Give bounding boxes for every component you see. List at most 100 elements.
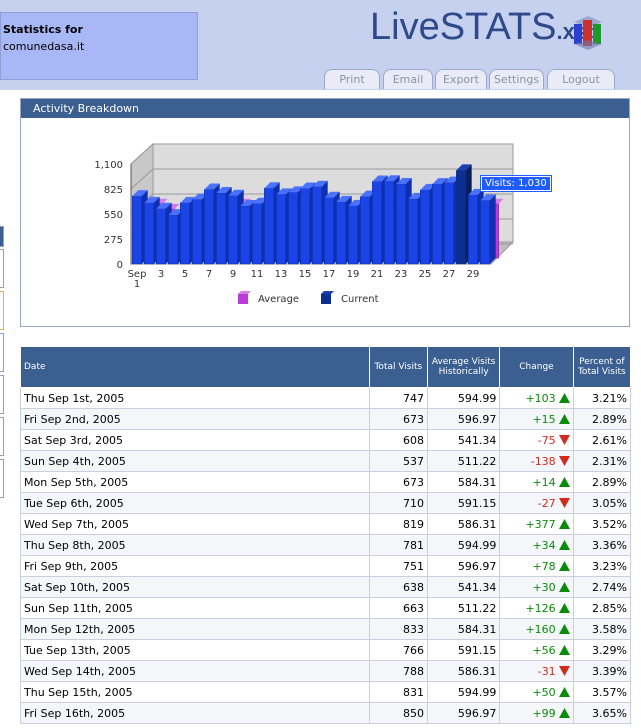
cell-change: +14 [499, 471, 574, 493]
cell-percent-text: 3.23% [592, 559, 627, 573]
current-bar [300, 188, 310, 265]
current-bar [144, 202, 154, 265]
current-bar-top [336, 195, 352, 202]
table-row[interactable]: Fri Sep 16th, 2005 850 596.97 +99 3.65% [20, 702, 632, 724]
cell-total: 831 [368, 681, 428, 703]
cell-average: 584.31 [426, 471, 501, 493]
col-header-date[interactable]: Date [20, 346, 370, 388]
cell-average-text: 594.99 [457, 538, 497, 552]
current-bar-top [420, 183, 436, 190]
table-row[interactable]: Wed Sep 7th, 2005 819 586.31 +377 3.52% [20, 513, 632, 535]
x-tick-label: 19 [347, 269, 360, 280]
cell-change-text: +50 [532, 685, 556, 699]
cell-total: 747 [368, 387, 428, 409]
export-tab[interactable]: Export [435, 69, 487, 89]
table-row[interactable]: Fri Sep 9th, 2005 751 596.97 +78 3.23% [20, 555, 632, 577]
table-row[interactable]: Sat Sep 3rd, 2005 608 541.34 -75 2.61% [20, 429, 632, 451]
cell-change-text: +103 [525, 391, 556, 405]
x-tick-label: 29 [467, 269, 480, 280]
cell-percent-text: 3.21% [592, 391, 627, 405]
y-tick-label: 0 [117, 260, 123, 271]
sidebar-edge-item[interactable] [0, 291, 4, 330]
table-row[interactable]: Thu Sep 8th, 2005 781 594.99 +34 3.36% [20, 534, 632, 556]
cell-percent-text: 2.89% [592, 475, 627, 489]
table-row[interactable]: Mon Sep 12th, 2005 833 584.31 +160 3.58% [20, 618, 632, 640]
current-bar-side [489, 194, 496, 264]
cell-change-text: +160 [525, 622, 556, 636]
cell-date: Thu Sep 8th, 2005 [20, 534, 370, 556]
current-bar [480, 200, 490, 265]
table-row[interactable]: Sun Sep 4th, 2005 537 511.22 -138 2.31% [20, 450, 632, 472]
cell-percent: 2.74% [572, 576, 632, 598]
y-tick-label: 275 [104, 235, 123, 246]
current-bar [360, 196, 370, 265]
cell-percent: 3.21% [572, 387, 632, 409]
grid-line [130, 143, 154, 165]
x-tick-label: 7 [206, 269, 212, 280]
sidebar-edge-item[interactable] [0, 333, 4, 372]
cell-average-text: 586.31 [457, 664, 497, 678]
sidebar-edge-item[interactable] [0, 249, 4, 288]
table-row[interactable]: Mon Sep 5th, 2005 673 584.31 +14 2.89% [20, 471, 632, 493]
table-row[interactable]: Sun Sep 11th, 2005 663 511.22 +126 2.85% [20, 597, 632, 619]
cell-percent-text: 3.65% [592, 706, 627, 720]
cell-average-text: 584.31 [457, 475, 497, 489]
x-tick-label: 5 [182, 269, 188, 280]
x-tick-label: 17 [323, 269, 336, 280]
cell-percent: 2.89% [572, 471, 632, 493]
cell-change: +50 [499, 681, 574, 703]
settings-tab[interactable]: Settings [489, 69, 544, 89]
col-header-total[interactable]: Total Visits [368, 346, 428, 388]
table-row[interactable]: Wed Sep 14th, 2005 788 586.31 -31 3.39% [20, 660, 632, 682]
table-row[interactable]: Thu Sep 1st, 2005 747 594.99 +103 3.21% [20, 387, 632, 409]
current-bar [324, 197, 334, 265]
cell-total: 766 [368, 639, 428, 661]
sidebar-edge-item[interactable] [0, 375, 4, 414]
x-tick-label: 1 [134, 279, 140, 290]
cell-date-text: Thu Sep 8th, 2005 [24, 538, 126, 552]
cell-total-text: 833 [402, 622, 424, 636]
table-row[interactable]: Fri Sep 2nd, 2005 673 596.97 +15 2.89% [20, 408, 632, 430]
current-bar-top [384, 175, 400, 182]
cell-change: -27 [499, 492, 574, 514]
cell-average-text: 584.31 [457, 622, 497, 636]
sidebar-edge-item[interactable] [0, 417, 4, 456]
sidebar-edge-item[interactable] [0, 226, 4, 247]
cell-total-text: 788 [402, 664, 424, 678]
cell-date-text: Mon Sep 12th, 2005 [24, 622, 136, 636]
cell-average: 596.97 [426, 702, 501, 724]
cell-average-text: 596.97 [457, 706, 497, 720]
col-header-percent[interactable]: Percent of Total Visits [572, 346, 632, 388]
cell-date: Fri Sep 16th, 2005 [20, 702, 370, 724]
cell-average-text: 591.15 [457, 643, 497, 657]
logo-text: LiveSTATS [370, 6, 557, 48]
table-row[interactable]: Tue Sep 13th, 2005 766 591.15 +56 3.29% [20, 639, 632, 661]
sidebar-edge-item[interactable] [0, 459, 4, 498]
current-bar [468, 194, 478, 265]
cell-date-text: Fri Sep 9th, 2005 [24, 559, 119, 573]
current-bar-top [372, 175, 388, 182]
arrow-up-icon [558, 392, 570, 403]
current-bar [192, 199, 202, 265]
cell-change-text: +34 [532, 538, 556, 552]
cell-change: +15 [499, 408, 574, 430]
table-row[interactable]: Tue Sep 6th, 2005 710 591.15 -27 3.05% [20, 492, 632, 514]
cell-percent-text: 3.57% [592, 685, 627, 699]
cell-change: +377 [499, 513, 574, 535]
cell-change: -138 [499, 450, 574, 472]
current-bar-top [312, 180, 328, 187]
print-tab[interactable]: Print [324, 69, 380, 89]
current-bar-top [276, 188, 292, 195]
cell-average-text: 596.97 [457, 559, 497, 573]
col-header-average[interactable]: Average Visits Historically [426, 346, 501, 388]
cell-total-text: 710 [402, 496, 424, 510]
x-tick-label: 25 [419, 269, 432, 280]
cell-date: Mon Sep 12th, 2005 [20, 618, 370, 640]
statistics-label: Statistics for [3, 23, 83, 36]
col-header-change[interactable]: Change [499, 346, 574, 388]
email-tab[interactable]: Email [383, 69, 433, 89]
logout-tab[interactable]: Logout [547, 69, 615, 89]
table-row[interactable]: Sat Sep 10th, 2005 638 541.34 +30 2.74% [20, 576, 632, 598]
current-bar-top [156, 202, 172, 209]
table-row[interactable]: Thu Sep 15th, 2005 831 594.99 +50 3.57% [20, 681, 632, 703]
